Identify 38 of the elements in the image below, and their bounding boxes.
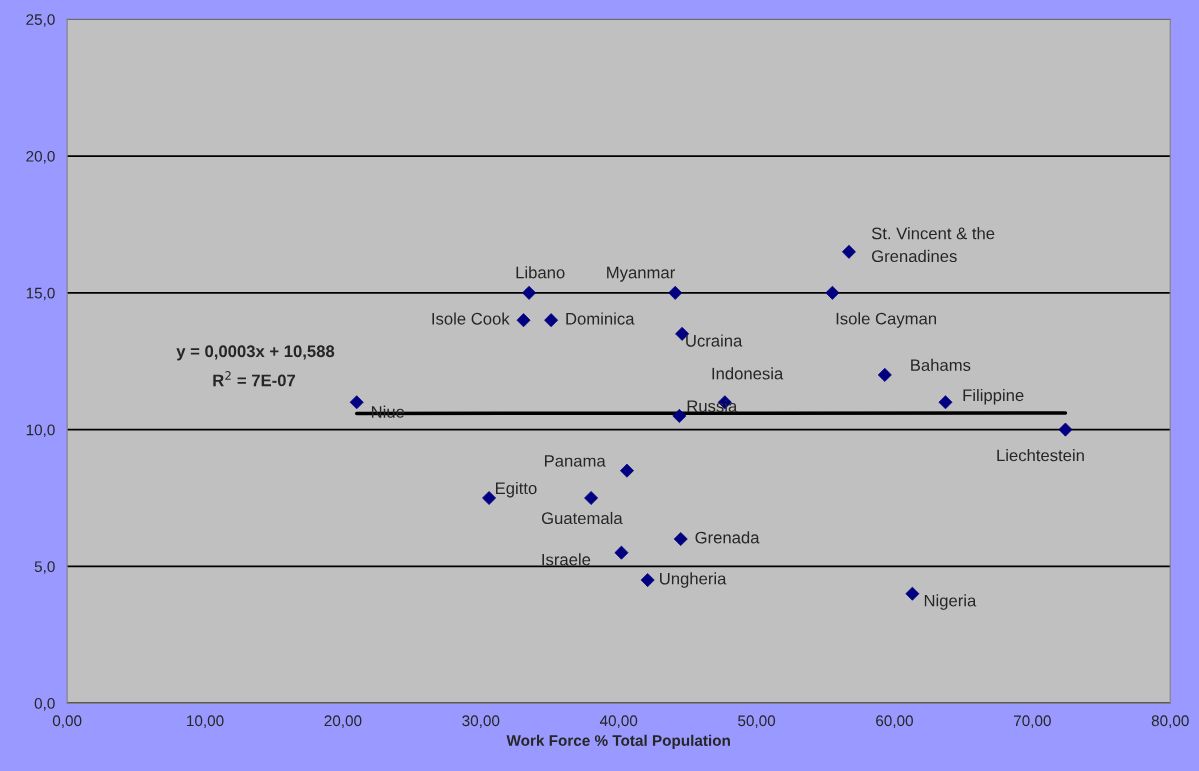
y-tick-label: 5,0 (34, 561, 55, 574)
annotation: Egitto (495, 481, 537, 498)
annotation: Filippine (963, 388, 1024, 405)
x-tick-label: 80,00 (1151, 715, 1189, 728)
annotation: Grenada (695, 531, 760, 544)
x-tick-label: 30,00 (462, 715, 500, 728)
annotation: Isole Cayman (836, 312, 936, 328)
annotation: Panama (544, 455, 606, 467)
annotation: y = 0,0003x + 10,588 (176, 345, 335, 361)
y-tick-label: 15,0 (26, 287, 55, 301)
annotation: Israele (542, 553, 591, 566)
x-tick-label: 40,00 (599, 715, 638, 728)
annotation: Bahams (911, 358, 971, 372)
annotation: R$^{2}$ = 7E-07 (213, 371, 296, 387)
x-tick-label: 10,00 (187, 715, 224, 728)
annotation: St. Vincent & the Grenadines (871, 227, 995, 263)
x-tick-label: 50,00 (738, 715, 776, 728)
y-tick-label: 10,0 (26, 424, 55, 438)
annotation: Nigeria (924, 594, 977, 610)
annotation: Dominica (566, 312, 635, 325)
annotation: Liechtestein (997, 449, 1084, 462)
annotation: Ungheria (660, 572, 727, 588)
y-tick-label: 0,0 (34, 698, 55, 711)
x-tick-label: 20,00 (324, 715, 362, 728)
annotation: Indonesia (712, 367, 784, 380)
annotation: Guatemala (541, 511, 623, 525)
x-tick-label: 70,00 (1014, 715, 1051, 728)
annotation: Ucraina (686, 334, 743, 347)
annotation: Russia (687, 399, 738, 413)
x-axis-title: Work Force % Total Population (506, 734, 730, 749)
x-tick-label: 60,00 (876, 715, 913, 728)
point (672, 408, 687, 423)
annotation: Myanmar (607, 266, 675, 282)
annotation: Isole Cook (432, 312, 510, 325)
y-tick-label: 20,0 (26, 150, 55, 164)
annotation: Libano (516, 266, 565, 279)
x-tick-label: 0,00 (52, 715, 82, 728)
y-tick-label: 25,0 (26, 14, 55, 27)
